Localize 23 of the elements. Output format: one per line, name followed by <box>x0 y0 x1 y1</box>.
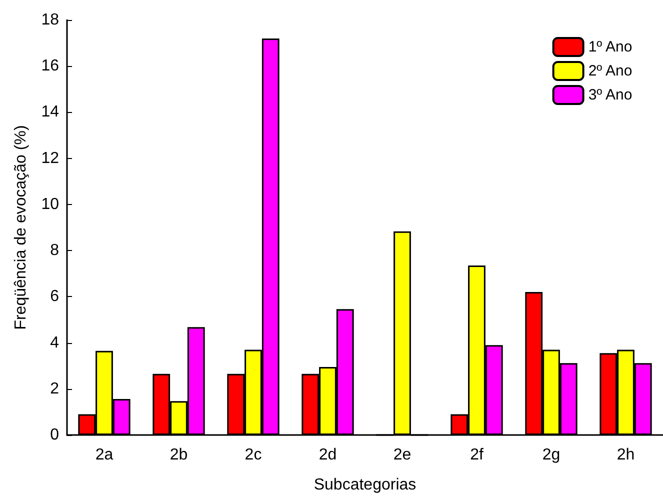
x-tick-label: 2h <box>616 446 635 464</box>
x-tick-label: 2a <box>95 446 114 464</box>
y-tick-label: 16 <box>41 58 60 75</box>
y-tick-label: 10 <box>41 196 60 213</box>
y-tick-label: 14 <box>41 104 60 121</box>
x-tick-label: 2g <box>542 446 560 464</box>
x-tick-label: 2d <box>318 446 337 464</box>
y-tick-label: 8 <box>50 242 60 260</box>
x-tick-label: 2c <box>244 446 262 464</box>
y-tick-label: 0 <box>50 426 60 444</box>
x-tick-label: 2f <box>470 446 484 464</box>
legend-label: 1º Ano <box>588 38 632 56</box>
y-tick-label: 2 <box>50 380 60 398</box>
y-tick-label: 12 <box>41 150 60 167</box>
y-tick-label: 6 <box>50 288 60 306</box>
x-axis-title: Subcategorias <box>314 476 416 494</box>
legend-label: 2º Ano <box>588 62 632 80</box>
y-axis-title: Freqüência de evocação (%) <box>12 125 30 330</box>
x-tick-label: 2b <box>170 446 188 464</box>
y-tick-label: 4 <box>50 334 60 352</box>
x-tick-label: 2e <box>393 446 412 464</box>
y-tick-label: 18 <box>41 12 60 28</box>
legend-label: 3º Ano <box>588 86 632 104</box>
